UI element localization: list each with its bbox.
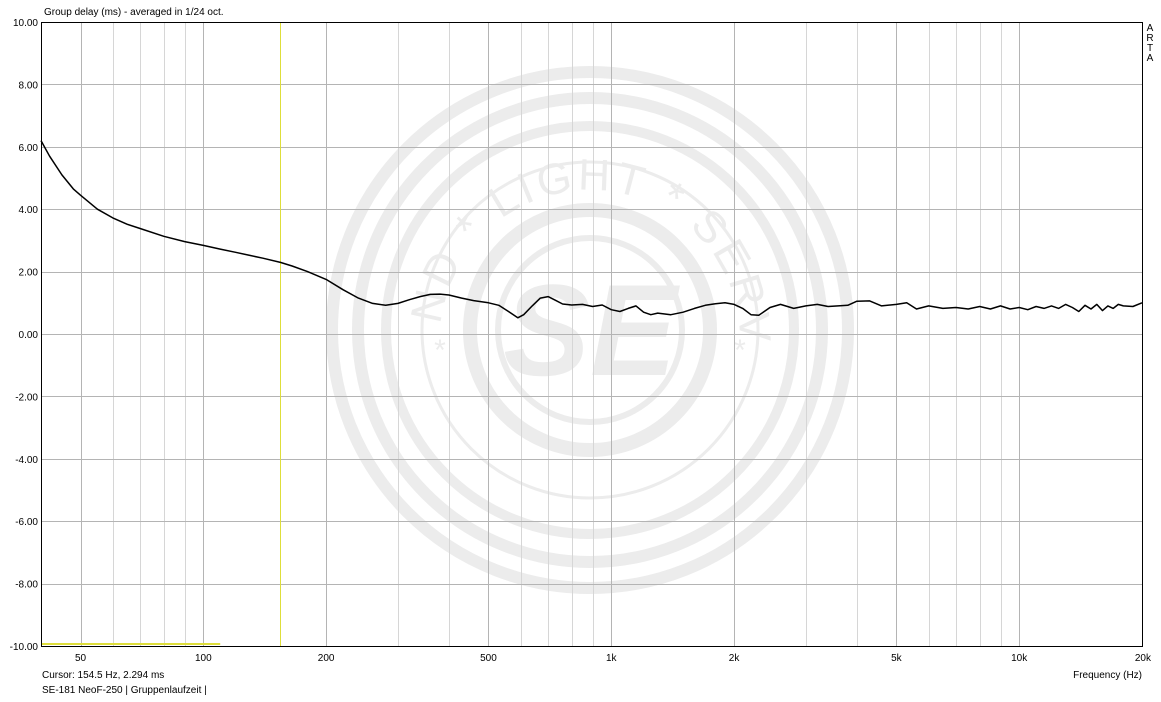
group-delay-curve [40, 140, 1143, 319]
y-tick-label: -10.00 [10, 642, 39, 653]
plot-frame [41, 22, 1143, 647]
brand-letter: T [1146, 43, 1154, 54]
watermark-ring [381, 121, 799, 539]
y-tick-label: 8.00 [19, 80, 39, 91]
y-tick-label: -8.00 [15, 580, 38, 591]
y-tick-label: 10.00 [13, 18, 38, 29]
watermark-star-left: * [434, 334, 446, 367]
y-tick-label: 6.00 [19, 143, 39, 154]
watermark-star-right: * [734, 334, 746, 367]
brand-letter: R [1146, 33, 1154, 44]
y-tick-label: -6.00 [15, 517, 38, 528]
x-tick-label: 2k [729, 653, 741, 664]
watermark-ring [352, 92, 828, 568]
series-layer [40, 140, 1143, 319]
sound-light-service-watermark: SOUND * LIGHT * SERVICE**SE [0, 0, 854, 594]
watermark-ring [326, 66, 854, 594]
x-tick-label: 50 [75, 653, 87, 664]
y-tick-label: 4.00 [19, 205, 39, 216]
watermark-ring [495, 235, 685, 425]
x-tick-label: 500 [480, 653, 497, 664]
y-tick-label: -4.00 [15, 455, 38, 466]
y-tick-labels: 10.00 8.00 6.00 4.00 2.00 0.00 -2.00 -4.00 -6.00… [10, 18, 39, 653]
x-tick-labels: 50 100 200 500 1k 2k 5k 10k 20k [75, 653, 1152, 664]
x-tick-label: 1k [606, 653, 618, 664]
watermark-ring [420, 160, 760, 500]
x-tick-label: 20k [1135, 653, 1152, 664]
y-tick-label: 0.00 [19, 330, 39, 341]
watermark-logo: SE [503, 257, 680, 403]
brand-letter: A [1146, 23, 1154, 34]
y-tick-label: 2.00 [19, 268, 39, 279]
arta-brand: A R T A [1145, 24, 1155, 64]
cursor-readout: Cursor: 154.5 Hz, 2.294 ms [42, 670, 165, 681]
x-tick-label: 200 [318, 653, 335, 664]
page-title: Group delay (ms) - averaged in 1/24 oct. [44, 7, 224, 18]
x-tick-label: 5k [891, 653, 903, 664]
cursor-layer [41, 22, 281, 646]
major-grid [41, 22, 1143, 647]
x-axis-label: Frequency (Hz) [1073, 670, 1142, 681]
x-tick-label: 100 [195, 653, 212, 664]
footer-info: SE-181 NeoF-250 | Gruppenlaufzeit | [42, 685, 207, 696]
y-tick-label: -2.00 [15, 392, 38, 403]
brand-letter: A [1146, 53, 1154, 64]
x-tick-label: 10k [1011, 653, 1028, 664]
